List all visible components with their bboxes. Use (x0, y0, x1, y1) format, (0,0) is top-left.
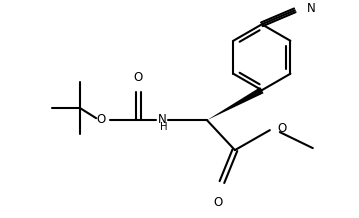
Text: O: O (213, 196, 223, 209)
Text: H: H (159, 122, 167, 132)
Text: O: O (97, 113, 106, 126)
Text: O: O (134, 71, 143, 84)
Text: O: O (278, 122, 287, 135)
Text: N: N (307, 2, 316, 15)
Text: N: N (158, 113, 167, 126)
Polygon shape (207, 87, 264, 120)
